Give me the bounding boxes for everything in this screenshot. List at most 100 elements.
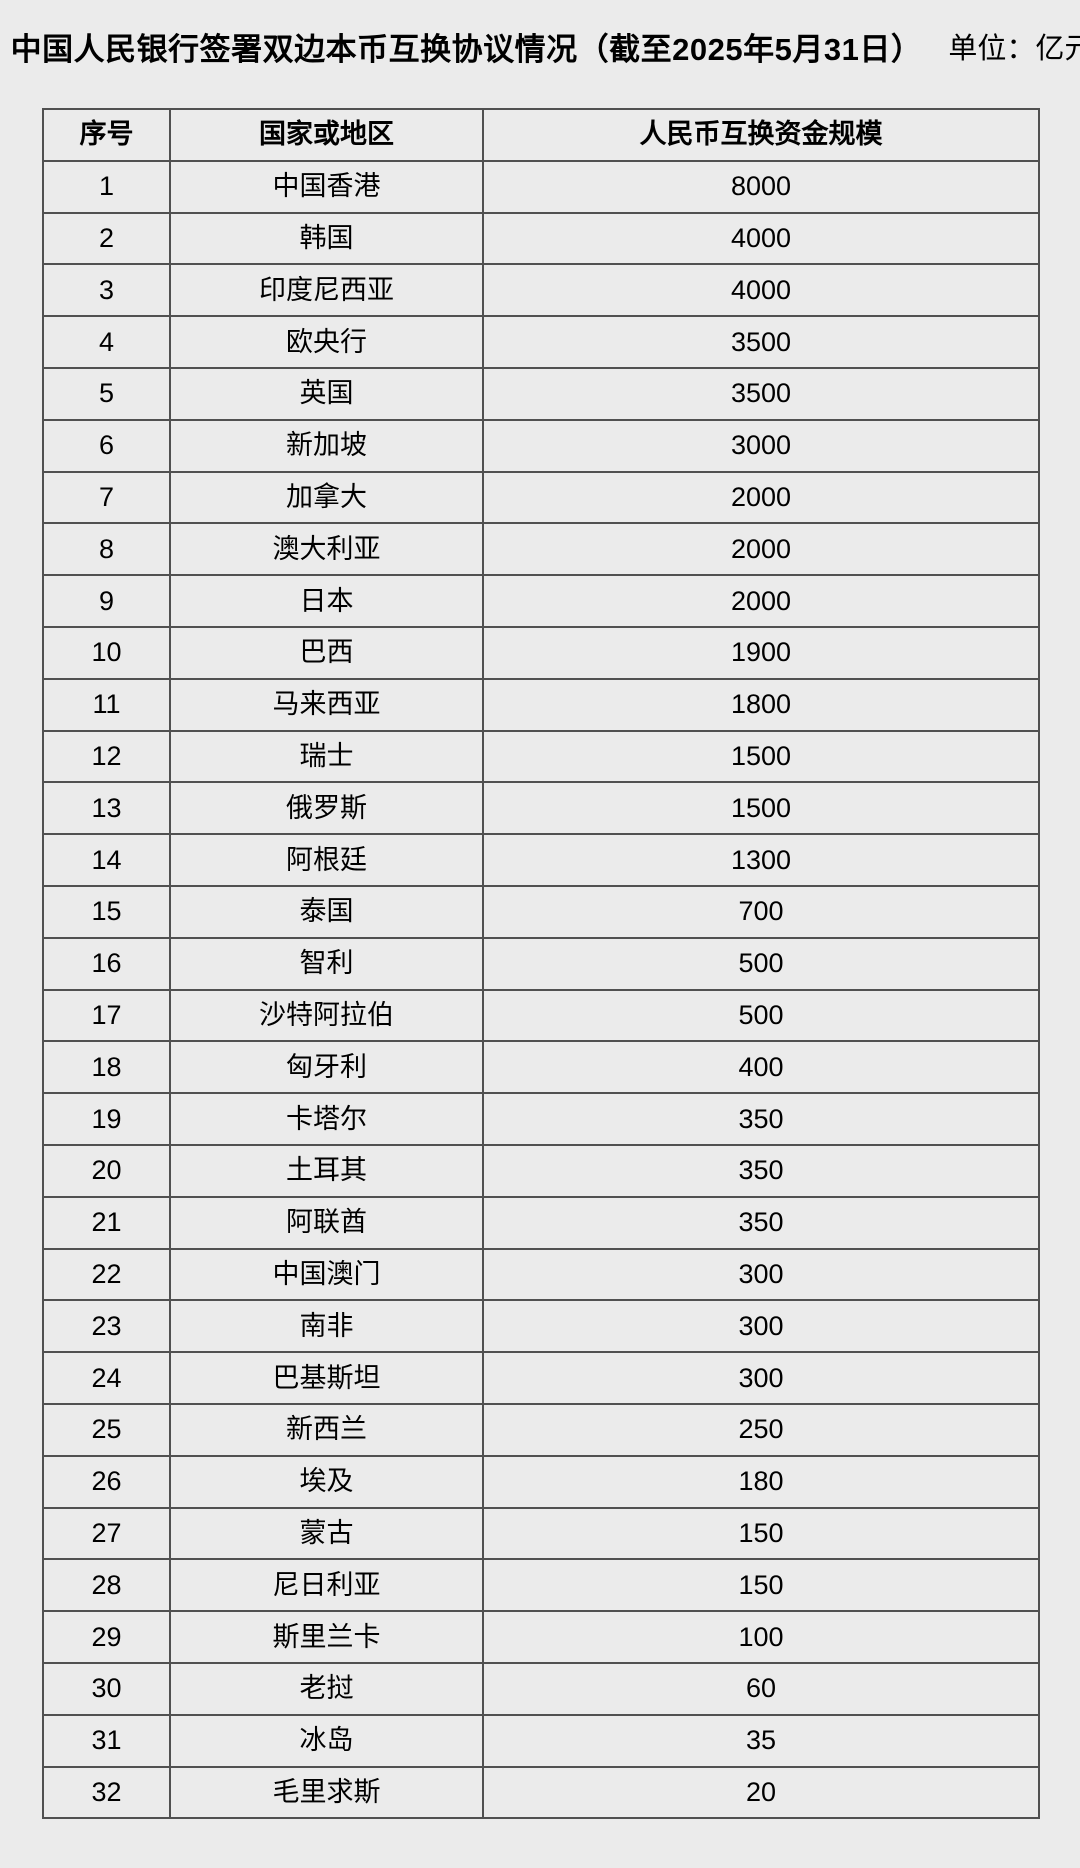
column-header: 序号 [42,108,171,162]
swap-agreements-table: 序号 国家或地区 人民币互换资金规模 1 中国香港 8000 2 韩国 4000 3 印度尼西亚 4… [42,108,1040,1820]
cell-amount: 4000 [482,211,1040,266]
cell-index: 20 [42,1143,171,1198]
cell-index: 7 [42,470,171,525]
cell-amount: 350 [482,1195,1040,1250]
cell-index: 32 [42,1765,171,1820]
cell-index: 30 [42,1661,171,1716]
cell-index: 25 [42,1402,171,1457]
cell-amount: 20 [482,1765,1040,1820]
table-row: 1 中国香港 8000 [42,159,1040,214]
table-row: 8 澳大利亚 2000 [42,522,1040,577]
cell-index: 6 [42,418,171,473]
table-row: 6 新加坡 3000 [42,418,1040,473]
table-row: 19 卡塔尔 350 [42,1092,1040,1146]
cell-amount: 1800 [482,677,1040,732]
cell-amount: 150 [482,1558,1040,1613]
cell-amount: 8000 [482,159,1040,214]
cell-index: 15 [42,884,171,939]
table-row: 18 匈牙利 400 [42,1040,1040,1095]
table-row: 16 智利 500 [42,936,1040,991]
table-row: 29 斯里兰卡 100 [42,1610,1040,1664]
cell-index: 9 [42,574,171,628]
cell-index: 18 [42,1040,171,1095]
title-text: 中国人民银行签署双边本币互换协议情况（截至2025年5月31日） [10,31,923,67]
cell-index: 11 [42,677,171,732]
cell-index: 8 [42,522,171,577]
cell-amount: 3500 [482,315,1040,369]
cell-region: 阿根廷 [169,833,484,887]
cell-index: 28 [42,1558,171,1613]
cell-region: 巴西 [169,625,484,680]
cell-region: 尼日利亚 [169,1558,484,1613]
table-row: 21 阿联酋 350 [42,1195,1040,1250]
page-title: 中国人民银行签署双边本币互换协议情况（截至2025年5月31日） 单位：亿元 [10,0,1080,68]
cell-amount: 300 [482,1351,1040,1405]
cell-index: 23 [42,1299,171,1354]
table-row: 11 马来西亚 1800 [42,677,1040,732]
cell-region: 中国澳门 [169,1247,484,1302]
cell-amount: 300 [482,1247,1040,1302]
table-row: 2 韩国 4000 [42,211,1040,266]
table-row: 26 埃及 180 [42,1454,1040,1509]
cell-region: 智利 [169,936,484,991]
cell-region: 日本 [169,574,484,628]
cell-region: 加拿大 [169,470,484,525]
cell-amount: 500 [482,936,1040,991]
table-row: 25 新西兰 250 [42,1402,1040,1457]
cell-region: 卡塔尔 [169,1092,484,1146]
table-row: 28 尼日利亚 150 [42,1558,1040,1613]
cell-index: 19 [42,1092,171,1146]
table-row: 14 阿根廷 1300 [42,833,1040,887]
cell-amount: 500 [482,988,1040,1043]
unit-label: 单位：亿元 [948,33,1080,65]
cell-region: 埃及 [169,1454,484,1509]
cell-region: 新加坡 [169,418,484,473]
cell-region: 冰岛 [169,1713,484,1768]
table-row: 23 南非 300 [42,1299,1040,1354]
table-row: 24 巴基斯坦 300 [42,1351,1040,1405]
cell-region: 马来西亚 [169,677,484,732]
cell-index: 26 [42,1454,171,1509]
cell-index: 24 [42,1351,171,1405]
table-row: 7 加拿大 2000 [42,470,1040,525]
cell-amount: 1500 [482,729,1040,784]
cell-amount: 2000 [482,574,1040,628]
table-row: 13 俄罗斯 1500 [42,781,1040,836]
cell-amount: 180 [482,1454,1040,1509]
cell-amount: 60 [482,1661,1040,1716]
cell-amount: 3500 [482,366,1040,421]
cell-index: 1 [42,159,171,214]
column-header: 国家或地区 [169,108,484,162]
table-row: 20 土耳其 350 [42,1143,1040,1198]
cell-index: 10 [42,625,171,680]
cell-amount: 350 [482,1143,1040,1198]
table-row: 10 巴西 1900 [42,625,1040,680]
table-row: 4 欧央行 3500 [42,315,1040,369]
cell-region: 老挝 [169,1661,484,1716]
cell-amount: 2000 [482,522,1040,577]
cell-region: 韩国 [169,211,484,266]
cell-index: 5 [42,366,171,421]
cell-region: 沙特阿拉伯 [169,988,484,1043]
cell-amount: 250 [482,1402,1040,1457]
table-row: 27 蒙古 150 [42,1506,1040,1561]
cell-region: 欧央行 [169,315,484,369]
cell-amount: 1900 [482,625,1040,680]
cell-region: 瑞士 [169,729,484,784]
table-row: 30 老挝 60 [42,1661,1040,1716]
table-row: 9 日本 2000 [42,574,1040,628]
cell-region: 澳大利亚 [169,522,484,577]
cell-region: 斯里兰卡 [169,1610,484,1664]
cell-region: 蒙古 [169,1506,484,1561]
cell-index: 2 [42,211,171,266]
cell-amount: 4000 [482,263,1040,318]
cell-amount: 150 [482,1506,1040,1561]
cell-index: 16 [42,936,171,991]
cell-region: 中国香港 [169,159,484,214]
cell-amount: 3000 [482,418,1040,473]
cell-region: 泰国 [169,884,484,939]
cell-region: 土耳其 [169,1143,484,1198]
table-row: 22 中国澳门 300 [42,1247,1040,1302]
cell-amount: 100 [482,1610,1040,1664]
cell-amount: 350 [482,1092,1040,1146]
